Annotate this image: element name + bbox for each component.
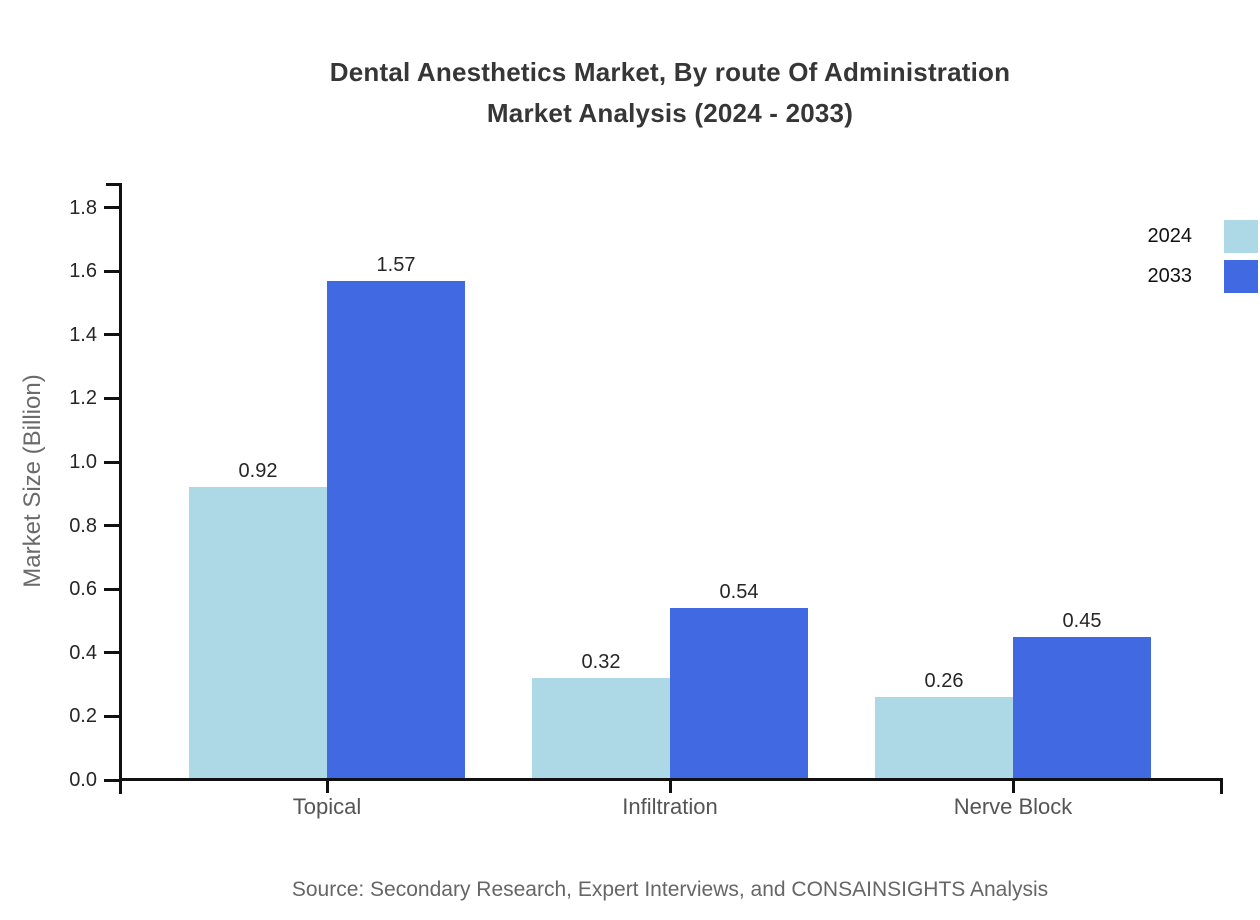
- y-tick: [104, 588, 120, 591]
- legend-swatch-2024: [1224, 220, 1258, 253]
- y-tick-label: 0.8: [69, 515, 97, 537]
- bar-2033-infiltration: [670, 608, 808, 780]
- y-tick: [104, 779, 120, 782]
- y-tick: [104, 206, 120, 209]
- y-tick-label: 0.0: [69, 769, 97, 791]
- chart-title-line2: Market Analysis (2024 - 2033): [486, 98, 854, 128]
- bar-value-2024-nerve-block: 0.26: [924, 670, 964, 692]
- legend-label-2024: 2024: [1147, 225, 1193, 247]
- y-tick: [104, 524, 120, 527]
- legend-swatch-2033: [1224, 260, 1258, 293]
- bar-value-2024-infiltration: 0.32: [581, 651, 621, 673]
- x-axis-end-tick: [1220, 780, 1223, 794]
- y-tick: [104, 715, 120, 718]
- bar-2033-topical: [327, 281, 465, 780]
- bar-2024-infiltration: [532, 678, 670, 780]
- bar-value-2033-infiltration: 0.54: [719, 581, 759, 603]
- x-category-label-nerve-block: Nerve Block: [953, 794, 1073, 819]
- source-note: Source: Secondary Research, Expert Inter…: [291, 878, 1049, 901]
- bar-value-2024-topical: 0.92: [238, 460, 278, 482]
- y-tick-label: 0.6: [69, 578, 97, 600]
- bar-2024-nerve-block: [875, 697, 1013, 780]
- bar-2024-topical: [189, 487, 327, 780]
- y-axis-top-cap: [106, 183, 120, 186]
- chart-title: Dental Anesthetics Market, By route Of A…: [80, 52, 1260, 134]
- y-tick: [104, 651, 120, 654]
- y-tick: [104, 461, 120, 464]
- y-tick: [104, 270, 120, 273]
- y-tick: [104, 333, 120, 336]
- x-category-label-topical: Topical: [292, 794, 362, 819]
- x-tick: [1012, 780, 1015, 793]
- y-tick-label: 1.4: [69, 324, 97, 346]
- bar-value-2033-nerve-block: 0.45: [1062, 610, 1102, 632]
- y-tick-label: 0.4: [69, 642, 97, 664]
- y-tick-label: 1.8: [69, 197, 97, 219]
- y-tick-label: 0.2: [69, 705, 97, 727]
- y-tick-label: 1.0: [69, 451, 97, 473]
- bar-value-2033-topical: 1.57: [376, 254, 416, 276]
- x-category-label-infiltration: Infiltration: [622, 794, 718, 819]
- chart-title-line1: Dental Anesthetics Market, By route Of A…: [329, 57, 1011, 87]
- x-tick: [326, 780, 329, 793]
- y-tick-label: 1.6: [69, 260, 97, 282]
- legend-label-2033: 2033: [1147, 265, 1193, 287]
- y-tick-label: 1.2: [69, 387, 97, 409]
- x-axis-line: [119, 778, 1223, 781]
- y-tick: [104, 397, 120, 400]
- x-tick: [669, 780, 672, 793]
- bar-2033-nerve-block: [1013, 637, 1151, 780]
- y-axis-line: [119, 183, 122, 794]
